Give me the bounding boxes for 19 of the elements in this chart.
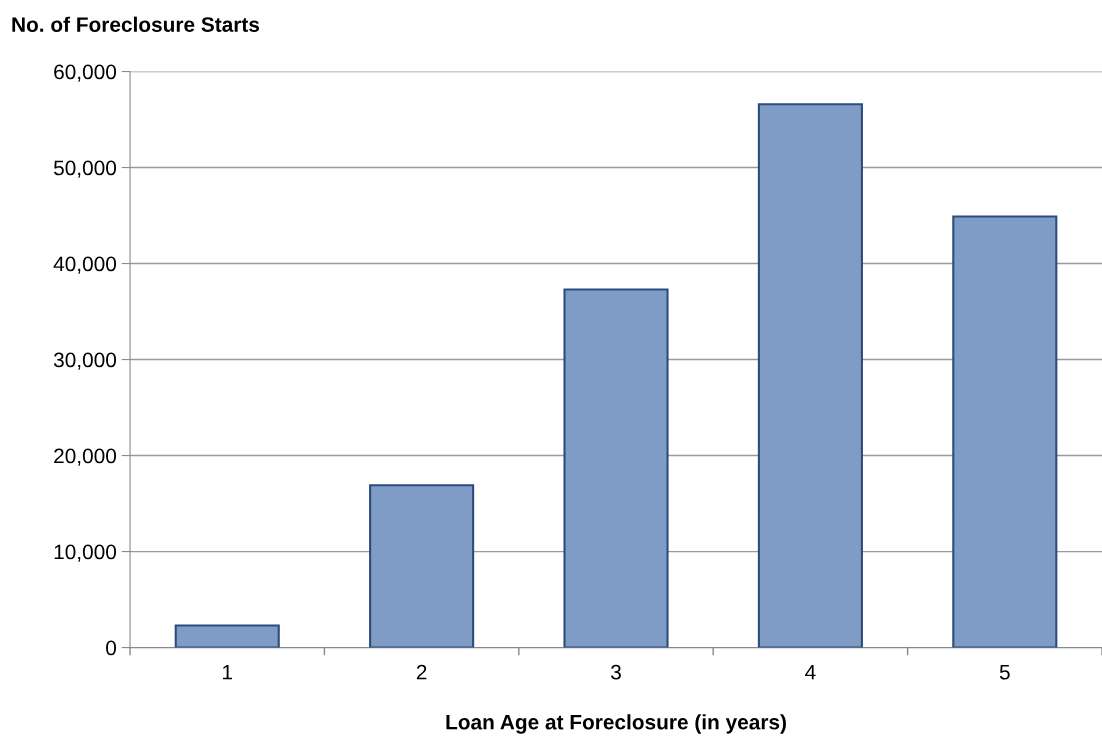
bar (174, 624, 280, 648)
y-tick-label: 0 (106, 640, 117, 656)
x-tick-label: 5 (999, 665, 1010, 680)
bar (757, 103, 863, 648)
bar (563, 288, 669, 648)
y-tick-label: 60,000 (54, 64, 117, 82)
y-tick-label: 30,000 (53, 352, 117, 370)
x-tick-label: 4 (805, 665, 816, 680)
x-tick-label: 1 (223, 665, 233, 680)
y-axis-title: No. of Foreclosure Starts (12, 16, 260, 32)
y-tick-label: 10,000 (54, 544, 117, 562)
x-axis-title: Loan Age at Foreclosure (in years) (446, 714, 786, 734)
bar (952, 215, 1058, 648)
y-tick-label: 50,000 (53, 160, 117, 178)
y-tick-label: 40,000 (53, 256, 117, 274)
bar (369, 484, 475, 648)
y-tick-label: 20,000 (54, 448, 117, 466)
x-tick-label: 2 (416, 664, 427, 680)
x-tick-label: 3 (611, 664, 621, 680)
